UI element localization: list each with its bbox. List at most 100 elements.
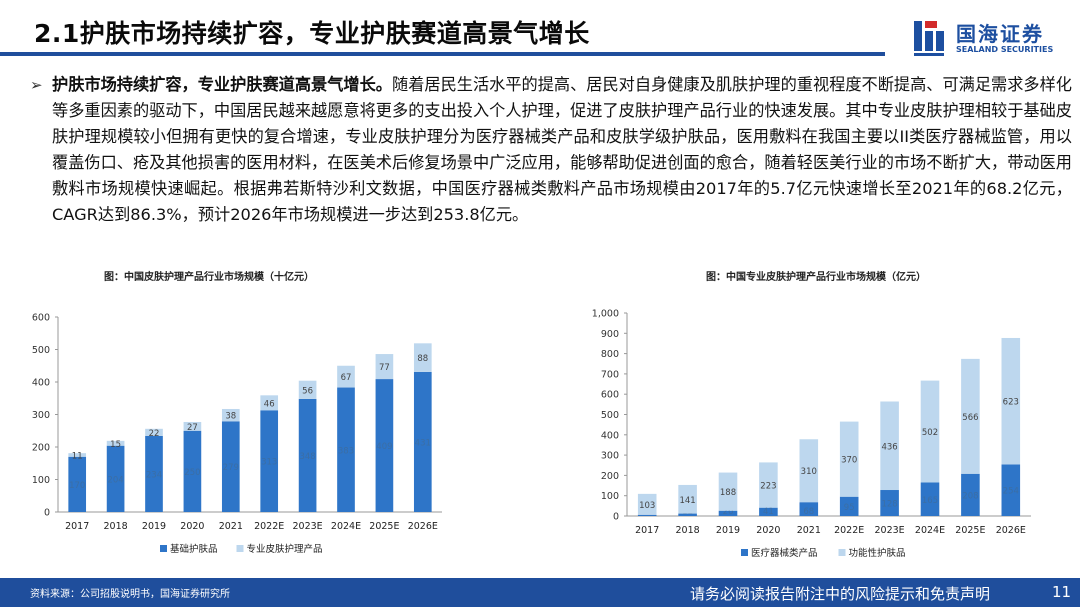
bar-segment [920,380,940,483]
data-label: 279 [223,463,239,473]
bar-segment [298,398,317,512]
bar-segment [221,408,240,422]
bar-segment [145,435,163,512]
x-tick-label: 2018 [104,521,128,532]
y-tick-label: 0 [44,508,50,519]
data-label: 223 [760,482,776,492]
data-label: 623 [1003,398,1019,408]
logo-chinese-name: 国海证券 [956,22,1044,46]
data-label: 77 [379,363,390,373]
bar-segment [880,490,899,516]
x-tick-label: 2019 [716,525,740,536]
bar-segment [183,421,202,431]
y-tick-label: 100 [32,475,50,486]
bar-segment [1001,337,1021,465]
y-tick-label: 200 [32,443,50,454]
x-tick-label: 2026E [996,525,1026,536]
data-label: 26 [723,507,734,517]
data-label: 128 [881,500,897,510]
bar-segment [145,428,163,436]
footer-disclaimer: 请务必阅读报告附注中的风险提示和免责声明 [690,585,991,603]
bar-segment [298,380,317,399]
y-tick-label: 500 [32,345,50,356]
data-label: 11 [72,451,83,461]
x-tick-label: 2026E [408,521,438,532]
legend-label: 专业皮肤护理产品 [247,543,323,555]
x-tick-label: 2023E [293,521,323,532]
bar-segment [839,496,859,516]
sealand-logo-icon [914,21,944,56]
y-tick-label: 600 [32,313,50,324]
data-label: 436 [881,442,897,452]
bar-segment [106,445,125,512]
data-label: 254 [1003,487,1019,497]
bar-segment [839,421,859,497]
bar-segment [68,453,87,457]
logo-english-name: SEALAND SECURITIES [956,45,1054,54]
legend-label: 基础护肤品 [170,543,218,555]
data-label: 141 [679,496,695,506]
x-tick-label: 2020 [756,525,780,536]
x-tick-label: 2024E [331,521,361,532]
bar-segment [337,387,355,512]
data-label: 22 [149,429,160,439]
y-tick-label: 200 [601,471,619,482]
data-label: 348 [299,452,315,462]
bar-segment [880,401,899,491]
bar-segment [799,502,819,516]
bar-segment [413,343,432,372]
data-label: 27 [187,423,198,433]
data-label: 88 [417,354,428,364]
x-tick-label: 2024E [915,525,945,536]
data-label: 68 [803,507,814,517]
page-title: 2.1护肤市场持续扩容，专业护肤赛道高景气增长 [34,19,590,48]
legend-label: 功能性护肤品 [849,547,906,559]
y-tick-label: 400 [601,430,619,441]
data-label: 409 [376,442,392,452]
y-tick-label: 0 [613,512,619,523]
bar-segment [1001,464,1021,516]
y-tick-label: 100 [601,491,619,502]
bar-segment [337,365,355,388]
legend-swatch [741,549,748,556]
data-label: 204 [107,475,123,485]
professional-skin-care-chart: 01002003004005006007008009001,0006103201… [592,309,1031,559]
x-tick-label: 2020 [180,521,204,532]
bar-segment [221,421,240,512]
data-label: 502 [922,428,938,438]
bar-segment [759,462,778,508]
data-label: 46 [264,399,275,409]
chart-2-title: 图：中国专业皮肤护理产品行业市场规模（亿元） [706,272,926,283]
data-label: 170 [69,481,85,491]
y-tick-label: 1,000 [592,309,619,320]
bar-segment [961,473,980,516]
bar-segment [183,430,202,512]
x-tick-label: 2025E [955,525,985,536]
legend-label: 医疗器械类产品 [751,547,818,559]
bar-segment [637,493,657,515]
data-label: 566 [962,413,978,423]
bar-segment [260,410,279,512]
bar-segment [759,507,778,516]
data-label: 67 [341,373,352,383]
data-label: 250 [184,468,200,478]
x-tick-label: 2021 [797,525,821,536]
legend-swatch [236,545,244,552]
x-tick-label: 2021 [219,521,243,532]
data-label: 41 [763,507,774,517]
data-label: 15 [110,440,121,450]
y-tick-label: 800 [601,349,619,360]
x-tick-label: 2022E [254,521,284,532]
data-label: 103 [639,501,655,511]
bar-segment [718,472,738,511]
footer-bar [0,578,1080,607]
bar-segment [678,484,697,514]
page-number: 11 [1052,583,1072,601]
bar-segment [961,358,980,474]
data-label: 188 [720,488,736,498]
x-tick-label: 2023E [875,525,905,536]
data-label: 165 [922,496,938,506]
y-tick-label: 900 [601,329,619,340]
bar-segment [68,456,87,512]
legend-swatch [838,549,846,556]
